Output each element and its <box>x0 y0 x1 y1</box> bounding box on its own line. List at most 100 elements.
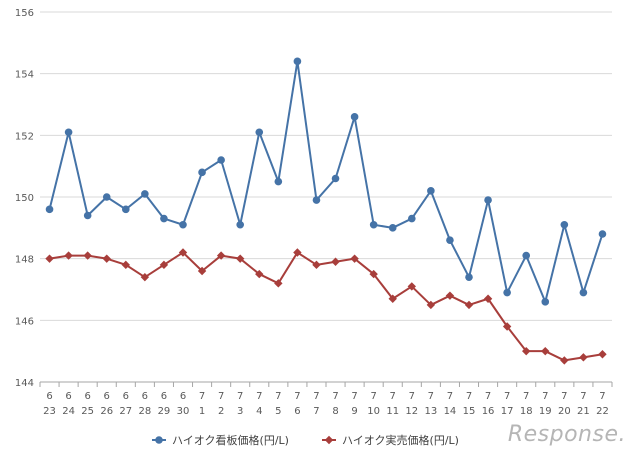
x-tick-label-month: 7 <box>275 391 281 402</box>
data-point <box>140 272 150 282</box>
x-tick-label-month: 7 <box>447 391 453 402</box>
x-tick-label-month: 7 <box>218 391 224 402</box>
data-point <box>407 282 416 291</box>
x-tick-label-month: 6 <box>142 391 148 402</box>
y-tick-label: 154 <box>15 70 34 81</box>
x-tick-label-day: 12 <box>405 406 418 417</box>
x-tick-label-month: 7 <box>351 391 357 402</box>
y-axis: 144 146 148 150 152 154 156 <box>15 8 34 389</box>
x-tick-label-month: 7 <box>199 391 205 402</box>
x-tick-label-day: 8 <box>332 406 338 417</box>
x-tick-label-day: 9 <box>351 406 357 417</box>
x-tick-label-month: 7 <box>561 391 567 402</box>
data-point <box>216 251 226 260</box>
x-tick-label-month: 6 <box>161 391 167 402</box>
x-tick-label-month: 7 <box>237 391 243 402</box>
x-tick-label-month: 7 <box>466 391 472 402</box>
x-tick-label-day: 19 <box>539 406 552 417</box>
x-tick-label-day: 7 <box>313 406 319 417</box>
data-point <box>598 230 607 238</box>
series-signboard-price <box>45 57 607 306</box>
data-point <box>179 220 187 229</box>
data-point <box>141 190 149 198</box>
x-tick-label-day: 15 <box>463 406 476 417</box>
x-tick-label-month: 7 <box>580 391 586 402</box>
x-tick-label-day: 14 <box>444 406 457 417</box>
series-actual-price <box>45 248 607 365</box>
x-tick-label-day: 4 <box>256 406 262 417</box>
data-point <box>45 254 54 263</box>
x-tick-label-month: 6 <box>123 391 129 402</box>
data-point <box>445 291 455 300</box>
x-axis: 6236246256266276286296307172737475767778… <box>39 381 613 417</box>
x-tick-label-day: 2 <box>218 406 224 417</box>
x-tick-label-day: 28 <box>138 406 151 417</box>
data-point <box>45 205 54 214</box>
x-tick-label-day: 22 <box>596 406 609 417</box>
x-tick-label-month: 6 <box>65 391 71 402</box>
data-point <box>122 205 130 214</box>
data-point <box>121 260 130 270</box>
x-tick-label-day: 26 <box>100 406 113 417</box>
x-tick-label-day: 1 <box>199 406 205 417</box>
data-point <box>312 260 321 270</box>
y-tick-label: 144 <box>15 378 34 389</box>
data-point <box>312 196 321 204</box>
x-tick-label-month: 7 <box>409 391 415 402</box>
data-point <box>274 177 283 186</box>
legend-label: ハイオク実売価格(円/L) <box>342 433 459 447</box>
data-point <box>64 128 73 137</box>
x-tick-label-day: 27 <box>119 406 132 417</box>
data-point <box>159 260 169 270</box>
x-tick-label-day: 29 <box>158 406 171 417</box>
data-point <box>83 251 92 260</box>
data-point <box>388 224 397 232</box>
data-point <box>427 187 435 195</box>
x-tick-label-month: 6 <box>46 391 52 402</box>
y-tick-label: 148 <box>15 255 34 266</box>
data-point <box>426 300 436 310</box>
x-tick-label-month: 6 <box>104 391 110 402</box>
data-point <box>160 214 168 223</box>
x-tick-label-month: 7 <box>332 391 338 402</box>
legend: ハイオク看板価格(円/L) ハイオク実売価格(円/L) <box>152 433 459 447</box>
x-tick-label-month: 7 <box>599 391 605 402</box>
x-tick-label-day: 10 <box>367 406 380 417</box>
data-point <box>560 220 569 229</box>
data-point <box>369 269 378 279</box>
x-tick-label-day: 17 <box>501 406 514 417</box>
series-line <box>48 60 604 303</box>
x-tick-label-month: 7 <box>504 391 510 402</box>
data-point <box>560 356 569 365</box>
x-tick-label-day: 5 <box>275 406 281 417</box>
data-point <box>446 236 454 244</box>
x-tick-label-month: 7 <box>294 391 300 402</box>
series-layer <box>45 57 607 365</box>
data-point <box>541 346 550 356</box>
data-point <box>274 279 283 288</box>
data-point <box>388 294 397 303</box>
data-point <box>350 254 359 263</box>
y-tick-label: 156 <box>15 8 34 19</box>
x-tick-label-month: 7 <box>313 391 319 402</box>
data-point <box>255 128 264 137</box>
x-tick-label-month: 7 <box>523 391 529 402</box>
data-point <box>579 288 588 297</box>
data-point <box>83 211 92 220</box>
data-point <box>64 251 73 260</box>
data-point <box>102 193 111 201</box>
data-point <box>503 288 511 297</box>
data-point <box>197 266 207 276</box>
x-tick-label-day: 25 <box>81 406 94 417</box>
data-point <box>464 300 474 310</box>
data-point <box>522 251 530 260</box>
data-point <box>331 257 340 266</box>
data-point <box>255 269 264 279</box>
data-point <box>484 196 492 204</box>
data-point <box>293 57 302 66</box>
x-tick-label-day: 6 <box>294 406 300 417</box>
legend-marker <box>324 435 334 445</box>
data-point <box>331 174 340 183</box>
data-point <box>198 168 206 177</box>
x-tick-label-month: 6 <box>84 391 90 402</box>
